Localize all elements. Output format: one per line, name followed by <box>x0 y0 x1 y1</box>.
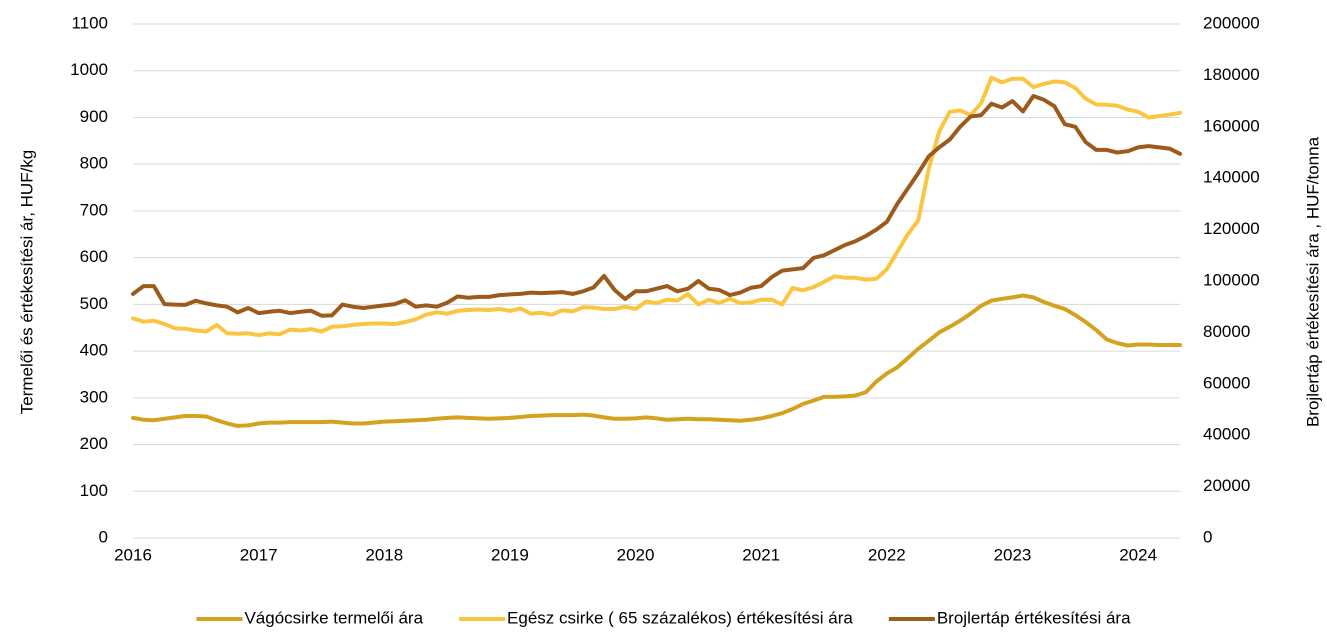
y-tick-label: 0 <box>99 527 108 546</box>
legend-label: Vágócsirke termelői ára <box>244 608 423 627</box>
x-tick-label: 2020 <box>617 545 655 564</box>
y2-tick-label: 60000 <box>1203 373 1250 392</box>
y2-tick-label: 80000 <box>1203 322 1250 341</box>
line-series <box>131 94 1182 318</box>
line-series <box>131 75 1182 338</box>
y2-tick-label: 40000 <box>1203 425 1250 444</box>
x-tick-label: 2022 <box>868 545 906 564</box>
y-tick-label: 300 <box>80 387 108 406</box>
line-series <box>131 293 1182 428</box>
y2-tick-label: 20000 <box>1203 476 1250 495</box>
y-tick-label: 400 <box>80 341 108 360</box>
x-tick-label: 2024 <box>1119 545 1157 564</box>
y-tick-label: 1100 <box>71 13 108 32</box>
y2-tick-label: 100000 <box>1203 270 1260 289</box>
x-tick-label: 2018 <box>365 545 403 564</box>
x-tick-label: 2016 <box>114 545 152 564</box>
y2-tick-label: 180000 <box>1203 65 1260 84</box>
y-tick-label: 500 <box>80 294 108 313</box>
y2-tick-label: 140000 <box>1203 168 1260 187</box>
y-tick-label: 600 <box>80 247 108 266</box>
x-tick-label: 2021 <box>742 545 780 564</box>
y-tick-label: 1000 <box>70 60 108 79</box>
legend-label: Brojlertáp értékesítési ára <box>937 608 1131 627</box>
y-tick-label: 200 <box>80 434 108 453</box>
x-tick-label: 2023 <box>994 545 1032 564</box>
y-tick-label: 900 <box>80 107 108 126</box>
y-tick-label: 800 <box>80 154 108 173</box>
y2-axis-label: Brojlertáp értékesítési ára , HUF/tonna <box>1303 136 1322 427</box>
y-tick-label: 700 <box>80 200 108 219</box>
legend-label: Egész csirke ( 65 százalékos) értékesíté… <box>507 608 853 627</box>
y-tick-label: 100 <box>80 481 108 500</box>
y2-tick-label: 120000 <box>1203 219 1260 238</box>
y2-tick-label: 160000 <box>1203 116 1260 135</box>
y2-tick-label: 0 <box>1203 527 1212 546</box>
y-axis-label: Termelői és értékesítési ár, HUF/kg <box>17 150 36 415</box>
x-tick-label: 2017 <box>240 545 278 564</box>
x-tick-label: 2019 <box>491 545 529 564</box>
y2-tick-label: 200000 <box>1203 13 1260 32</box>
